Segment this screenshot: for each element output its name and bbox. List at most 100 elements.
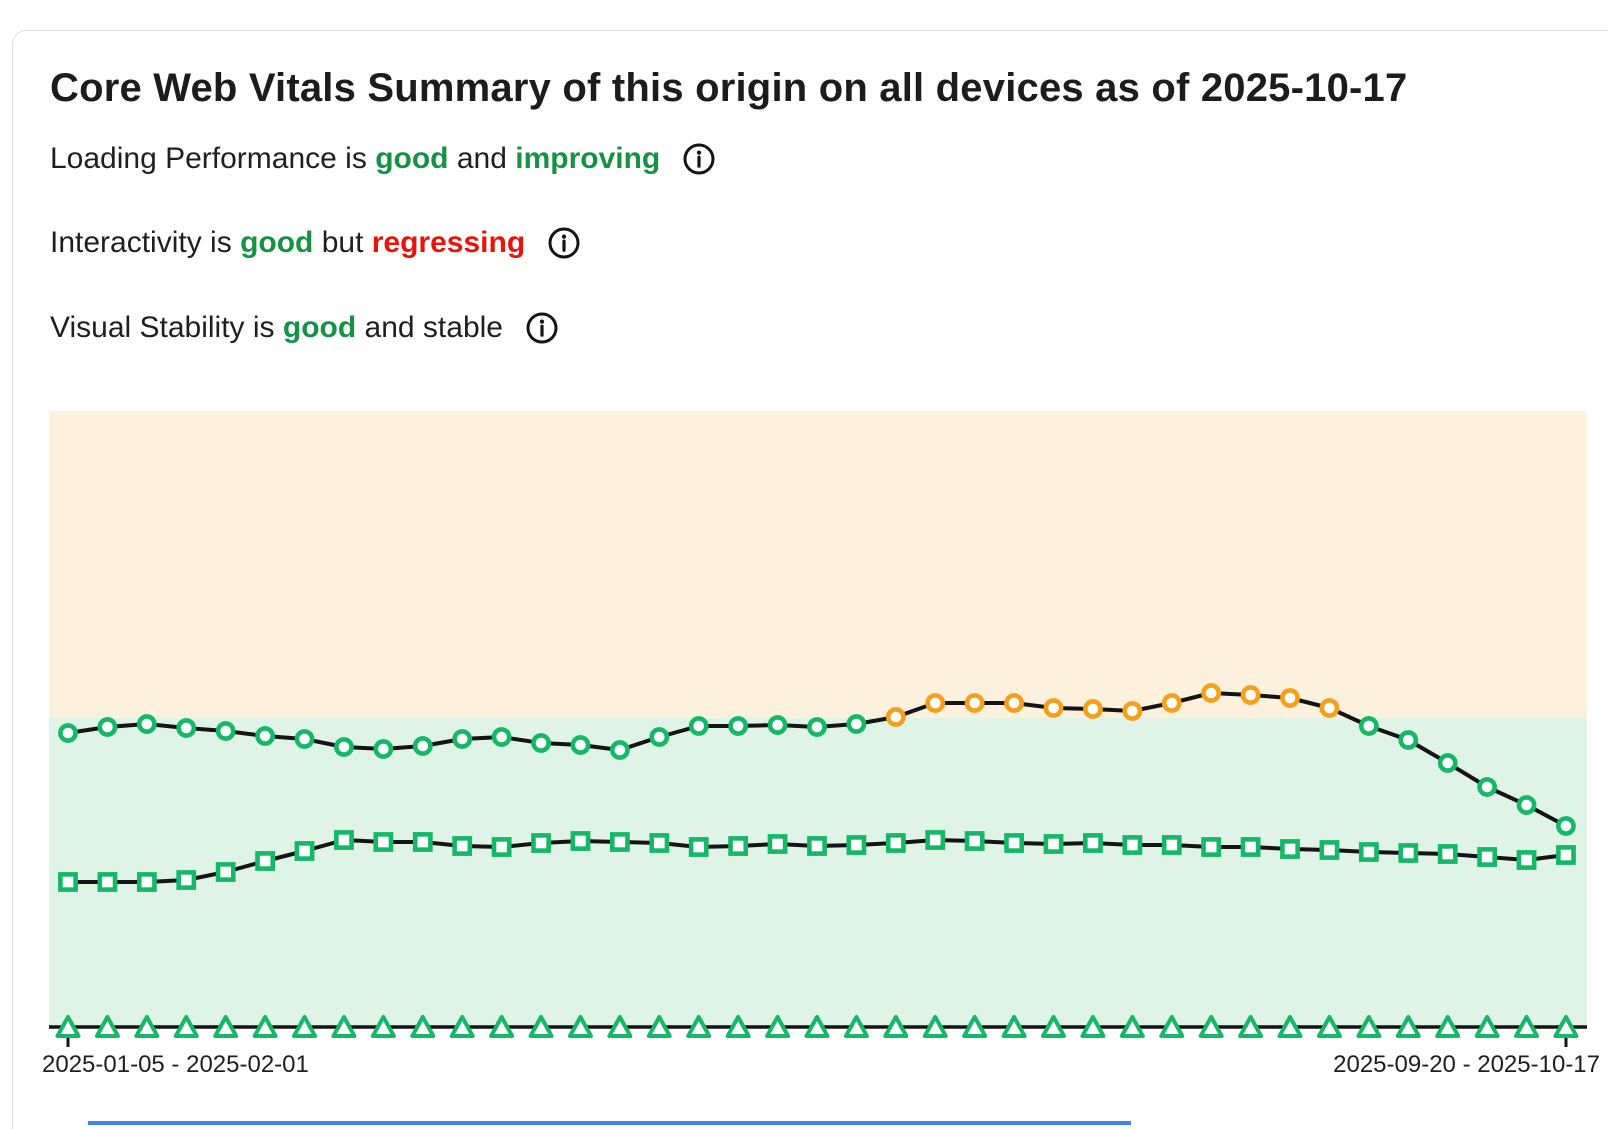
loading-performance-marker xyxy=(885,707,906,727)
visual-stability-marker xyxy=(1553,1015,1579,1038)
interactivity-marker xyxy=(649,833,670,853)
interactivity-marker xyxy=(846,835,867,855)
visual-stability-marker xyxy=(331,1015,357,1038)
visual-stability-marker xyxy=(1198,1015,1224,1038)
status-segment: and stable xyxy=(356,311,503,344)
loading-performance-marker xyxy=(1358,716,1379,736)
loading-performance-marker xyxy=(1437,753,1458,773)
visual-stability-marker xyxy=(686,1015,712,1038)
loading-performance-marker xyxy=(1516,795,1537,815)
status-segment: good xyxy=(282,311,357,344)
visual-stability-marker xyxy=(292,1015,318,1038)
visual-stability-marker xyxy=(962,1015,988,1038)
interactivity-marker xyxy=(1556,845,1576,865)
visual-stability-marker xyxy=(1474,1015,1500,1038)
loading-performance-marker xyxy=(688,716,709,736)
interactivity-marker xyxy=(58,872,78,892)
visual-stability-marker xyxy=(213,1015,239,1038)
status-segment: Visual Stability is xyxy=(50,311,283,344)
visual-stability-marker xyxy=(55,1015,81,1038)
loading-performance-marker xyxy=(964,693,985,713)
visual-stability-marker xyxy=(94,1015,120,1038)
visual-stability-marker xyxy=(1041,1015,1066,1038)
loading-performance-marker xyxy=(373,739,394,759)
status-segment: Loading Performance is xyxy=(50,142,376,175)
interactivity-marker xyxy=(925,830,946,850)
visual-stability-marker xyxy=(489,1015,515,1038)
loading-performance-marker xyxy=(649,727,670,747)
interactivity-marker xyxy=(1201,837,1222,857)
loading-performance-marker xyxy=(1556,816,1576,836)
interactivity-marker xyxy=(1043,834,1064,854)
x-axis-label-end: 2025-09-20 - 2025-10-17 xyxy=(1333,1051,1600,1078)
interactivity-marker xyxy=(1240,837,1261,857)
loading-performance-marker xyxy=(1319,698,1340,718)
visual-stability-marker xyxy=(1001,1015,1027,1038)
status-line-visual-stability: Visual Stability is good and stable xyxy=(50,311,559,345)
status-segment: but xyxy=(313,226,372,259)
visual-stability-marker xyxy=(843,1015,869,1038)
loading-performance-marker xyxy=(1477,777,1498,797)
visual-stability-marker xyxy=(134,1015,160,1038)
status-segment: good xyxy=(240,226,314,259)
visual-stability-marker xyxy=(1395,1015,1421,1038)
interactivity-marker xyxy=(97,872,118,892)
info-icon[interactable] xyxy=(547,226,581,260)
loading-performance-marker xyxy=(255,726,275,746)
info-icon[interactable] xyxy=(682,142,716,176)
visual-stability-marker xyxy=(1356,1015,1382,1038)
visual-stability-marker xyxy=(528,1015,554,1038)
visual-stability-marker xyxy=(883,1015,909,1038)
good-zone xyxy=(49,718,1587,1027)
loading-performance-marker xyxy=(136,714,157,734)
loading-performance-marker xyxy=(570,735,591,755)
interactivity-marker xyxy=(609,832,630,852)
loading-performance-marker xyxy=(609,740,630,760)
interactivity-marker xyxy=(136,872,157,892)
visual-stability-marker xyxy=(922,1015,948,1038)
visual-stability-marker xyxy=(1159,1015,1185,1038)
interactivity-marker xyxy=(570,831,591,851)
interactivity-marker xyxy=(1280,839,1300,859)
interactivity-marker xyxy=(215,862,236,882)
status-line-interactivity: Interactivity is good but regressing xyxy=(50,226,581,260)
loading-performance-marker xyxy=(412,736,433,756)
loading-performance-marker xyxy=(1398,730,1419,750)
status-segment: and xyxy=(448,142,516,175)
loading-performance-marker xyxy=(294,729,315,749)
loading-performance-marker xyxy=(767,715,788,735)
interactivity-marker xyxy=(1161,835,1182,855)
interactivity-marker xyxy=(491,837,512,857)
loading-performance-marker xyxy=(215,721,236,741)
needs-improvement-zone xyxy=(49,411,1587,718)
interactivity-marker xyxy=(807,836,827,856)
interactivity-marker xyxy=(1083,833,1103,853)
visual-stability-marker xyxy=(725,1015,751,1038)
visual-stability-marker xyxy=(804,1015,830,1038)
status-segment: good xyxy=(375,142,449,175)
loading-performance-marker xyxy=(531,733,551,753)
visual-stability-marker xyxy=(1277,1015,1303,1038)
info-icon[interactable] xyxy=(525,311,559,345)
loading-performance-marker xyxy=(1240,685,1261,705)
interactivity-marker xyxy=(334,830,354,850)
status-segment: Interactivity is xyxy=(50,226,241,259)
visual-stability-marker xyxy=(449,1015,475,1038)
loading-performance-marker xyxy=(334,737,354,757)
loading-performance-marker xyxy=(491,727,512,747)
visual-stability-marker xyxy=(410,1015,436,1038)
loading-performance-marker xyxy=(97,717,118,737)
loading-performance-marker xyxy=(1004,693,1024,713)
interactivity-marker xyxy=(964,831,985,851)
visual-stability-marker xyxy=(370,1015,396,1038)
status-text-loading-performance: Loading Performance is good and improvin… xyxy=(50,142,660,176)
loading-performance-marker xyxy=(728,716,749,736)
status-line-loading-performance: Loading Performance is good and improvin… xyxy=(50,142,716,176)
interactivity-marker xyxy=(531,833,551,853)
interactivity-marker xyxy=(1319,840,1340,860)
visual-stability-marker xyxy=(173,1015,199,1038)
visual-stability-marker xyxy=(1080,1015,1106,1038)
interactivity-marker xyxy=(688,837,709,857)
visual-stability-marker xyxy=(607,1015,633,1038)
